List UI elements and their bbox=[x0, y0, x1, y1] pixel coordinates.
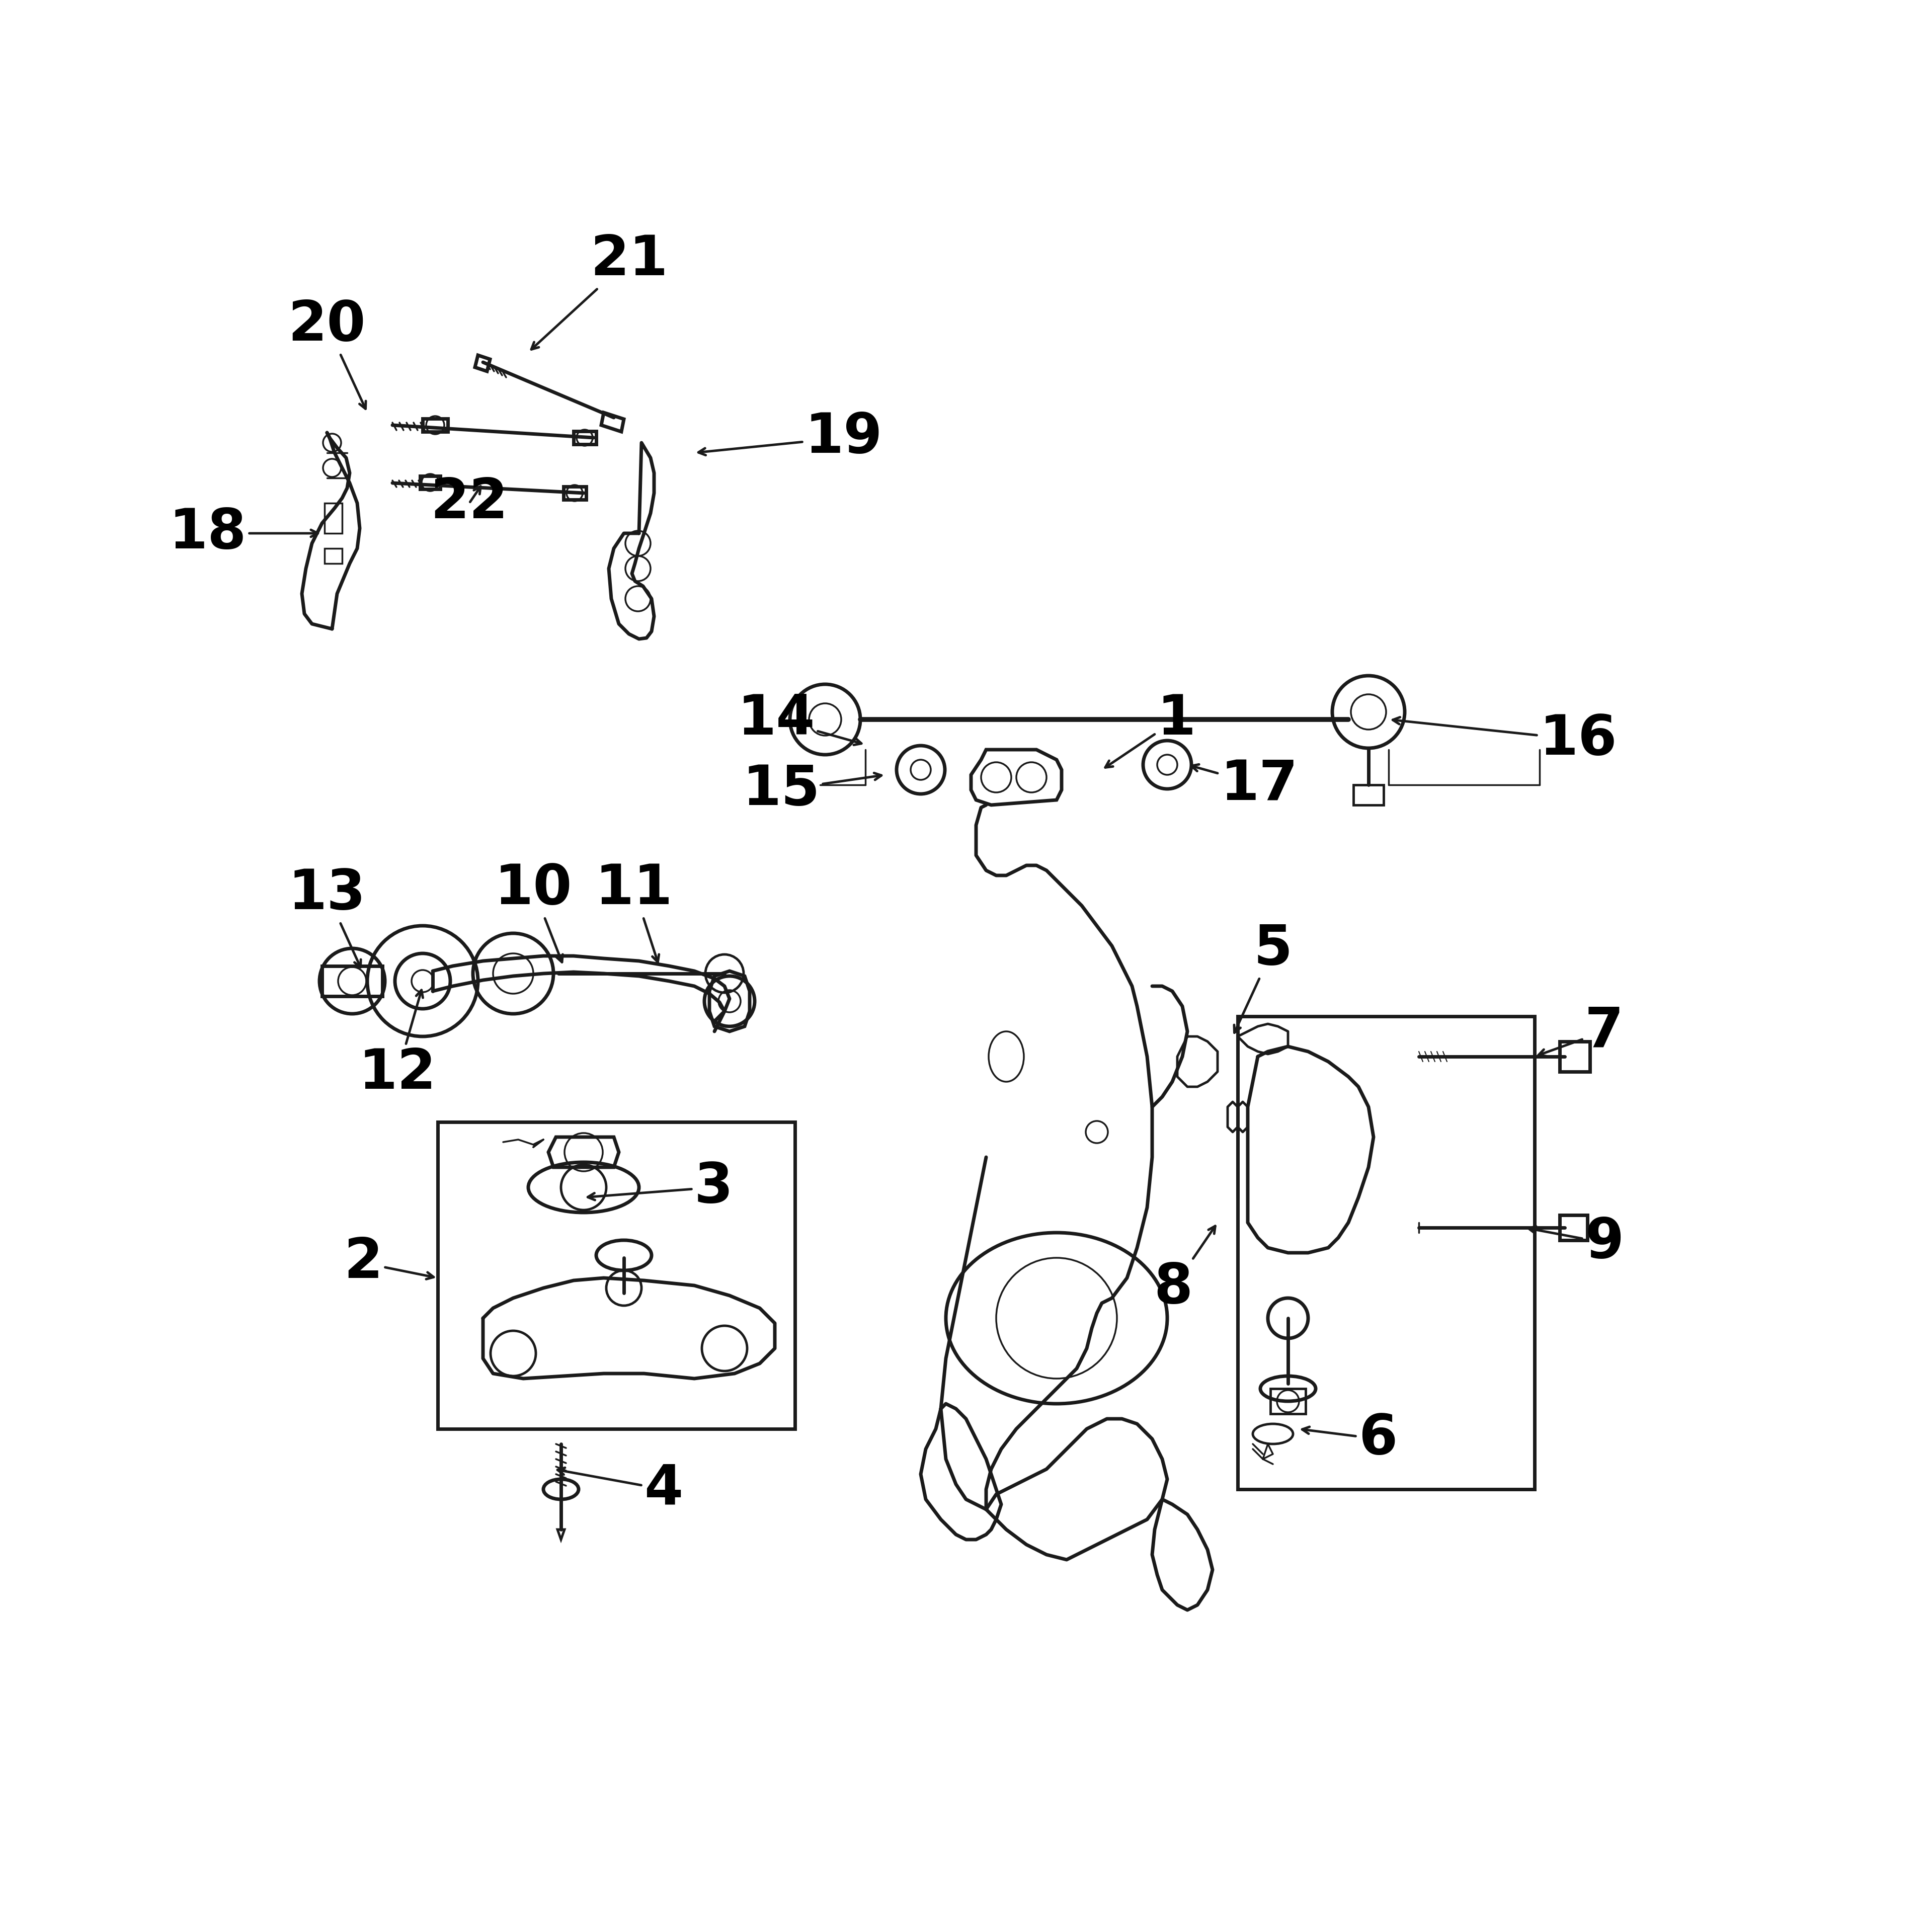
Text: 1: 1 bbox=[1105, 692, 1196, 767]
Text: 18: 18 bbox=[168, 506, 319, 560]
Text: 17: 17 bbox=[1192, 757, 1298, 811]
Text: 15: 15 bbox=[742, 763, 881, 817]
Text: 6: 6 bbox=[1302, 1412, 1397, 1466]
Text: 4: 4 bbox=[558, 1463, 682, 1517]
Bar bbox=[1238, 1016, 1534, 1490]
Text: 10: 10 bbox=[495, 862, 572, 962]
Text: 7: 7 bbox=[1538, 1005, 1623, 1059]
Bar bbox=[439, 1122, 794, 1430]
Text: 16: 16 bbox=[1393, 713, 1617, 767]
Text: 19: 19 bbox=[699, 412, 883, 464]
Text: 14: 14 bbox=[738, 692, 862, 746]
Text: 2: 2 bbox=[344, 1236, 433, 1291]
Text: 12: 12 bbox=[359, 989, 437, 1101]
Text: 5: 5 bbox=[1235, 922, 1293, 1034]
Text: 9: 9 bbox=[1528, 1215, 1623, 1269]
Text: 11: 11 bbox=[595, 862, 672, 962]
Text: 3: 3 bbox=[587, 1161, 732, 1215]
Text: 13: 13 bbox=[288, 867, 365, 968]
Text: 21: 21 bbox=[531, 234, 668, 350]
Text: 20: 20 bbox=[288, 298, 365, 410]
Text: 22: 22 bbox=[431, 475, 508, 529]
Text: 8: 8 bbox=[1153, 1227, 1215, 1316]
